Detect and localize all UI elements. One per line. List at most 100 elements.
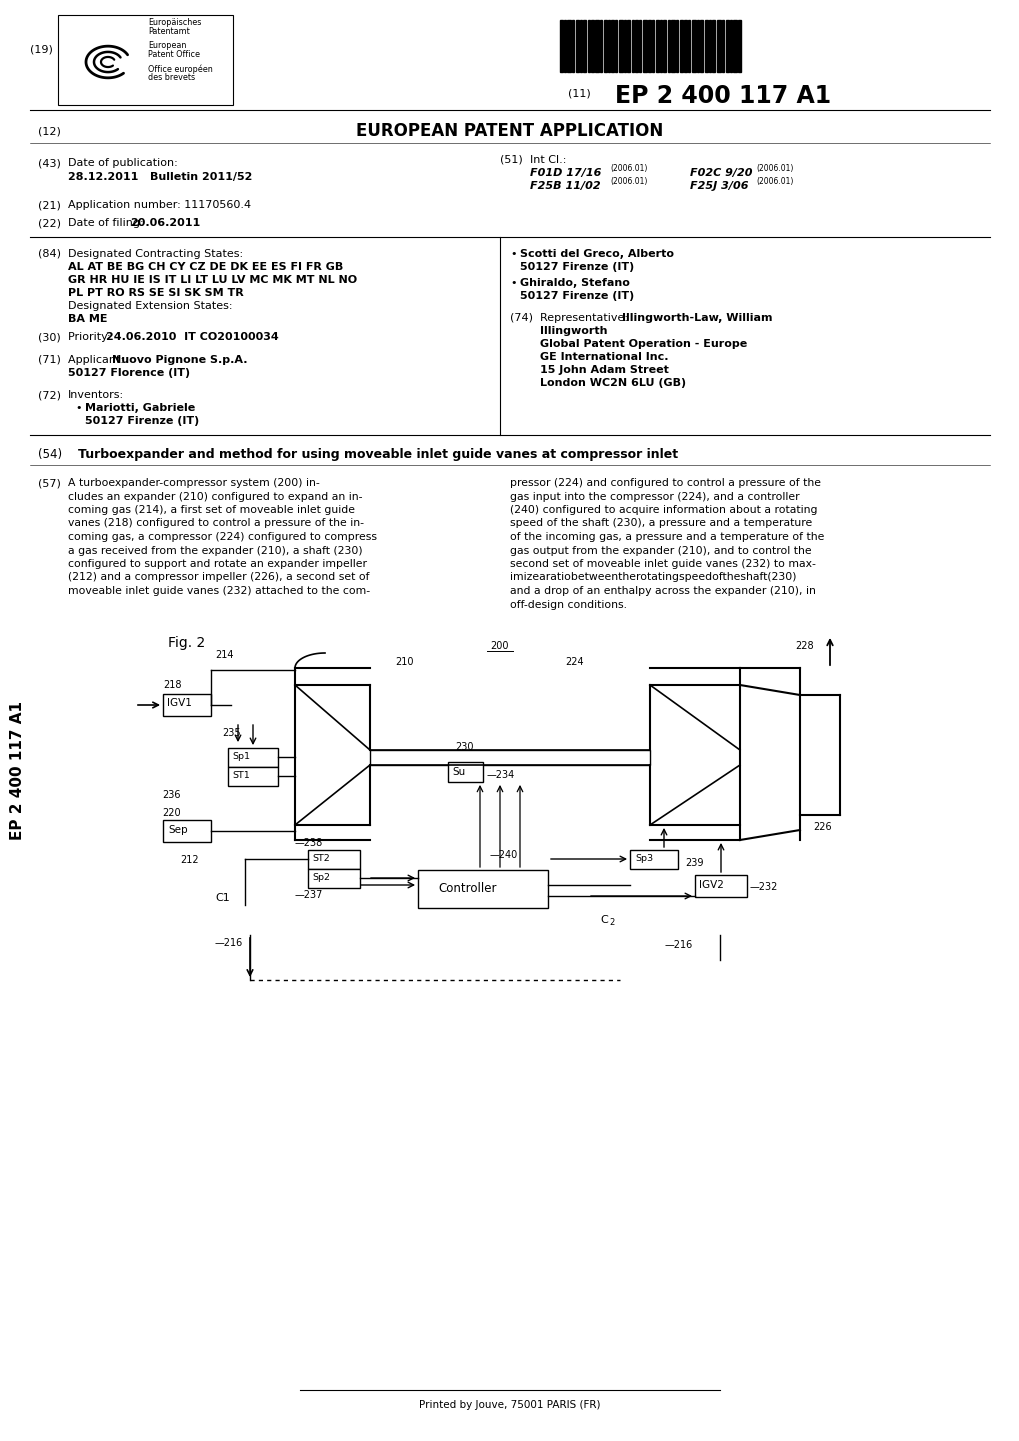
Text: (84): (84) bbox=[38, 249, 61, 259]
Text: ST2: ST2 bbox=[312, 855, 329, 863]
Text: Sp1: Sp1 bbox=[231, 752, 250, 761]
Text: Printed by Jouve, 75001 PARIS (FR): Printed by Jouve, 75001 PARIS (FR) bbox=[419, 1401, 600, 1409]
Text: C: C bbox=[599, 915, 607, 925]
Text: Inventors:: Inventors: bbox=[68, 391, 124, 401]
Bar bbox=[662, 20, 665, 72]
Text: 236: 236 bbox=[162, 790, 180, 800]
Text: (51): (51) bbox=[499, 156, 523, 166]
Text: gas input into the compressor (224), and a controller: gas input into the compressor (224), and… bbox=[510, 491, 799, 501]
Text: Su: Su bbox=[451, 767, 465, 777]
Bar bbox=[635, 20, 637, 72]
Text: PL PT RO RS SE SI SK SM TR: PL PT RO RS SE SI SK SM TR bbox=[68, 288, 244, 298]
Bar bbox=[228, 767, 278, 785]
Bar bbox=[619, 20, 623, 72]
Text: (71): (71) bbox=[38, 354, 61, 365]
Text: 50127 Firenze (IT): 50127 Firenze (IT) bbox=[85, 416, 199, 427]
Bar bbox=[610, 20, 613, 72]
Text: Turboexpander and method for using moveable inlet guide vanes at compressor inle: Turboexpander and method for using movea… bbox=[77, 448, 678, 461]
Text: Application number: 11170560.4: Application number: 11170560.4 bbox=[68, 200, 251, 210]
Text: (11): (11) bbox=[568, 88, 590, 98]
Text: Sp3: Sp3 bbox=[635, 855, 652, 863]
Bar bbox=[590, 20, 593, 72]
Text: moveable inlet guide vanes (232) attached to the com-: moveable inlet guide vanes (232) attache… bbox=[68, 586, 370, 597]
Text: cludes an expander (210) configured to expand an in-: cludes an expander (210) configured to e… bbox=[68, 491, 362, 501]
Bar bbox=[576, 20, 579, 72]
Text: F25J 3/06: F25J 3/06 bbox=[689, 182, 748, 192]
Bar bbox=[624, 20, 626, 72]
Text: Fig. 2: Fig. 2 bbox=[168, 635, 205, 650]
Text: 226: 226 bbox=[812, 821, 830, 831]
Text: Designated Extension States:: Designated Extension States: bbox=[68, 301, 232, 311]
Text: •: • bbox=[510, 278, 516, 288]
Text: Office européen: Office européen bbox=[148, 63, 213, 73]
Text: 224: 224 bbox=[565, 657, 583, 667]
Text: —237: —237 bbox=[294, 891, 323, 901]
Text: 24.06.2010  IT CO20100034: 24.06.2010 IT CO20100034 bbox=[106, 331, 278, 342]
Text: 220: 220 bbox=[162, 808, 180, 818]
Text: F01D 17/16: F01D 17/16 bbox=[530, 169, 601, 179]
Bar bbox=[58, 14, 232, 105]
Bar bbox=[711, 20, 714, 72]
Bar bbox=[163, 695, 211, 716]
Text: Sep: Sep bbox=[168, 826, 187, 834]
Bar bbox=[688, 20, 689, 72]
Text: 218: 218 bbox=[163, 680, 181, 690]
Bar bbox=[671, 20, 675, 72]
Bar bbox=[726, 20, 729, 72]
Text: Mariotti, Gabriele: Mariotti, Gabriele bbox=[85, 403, 195, 414]
Bar bbox=[716, 20, 720, 72]
Bar bbox=[632, 20, 634, 72]
Text: EP 2 400 117 A1: EP 2 400 117 A1 bbox=[614, 84, 830, 108]
Text: (19): (19) bbox=[30, 45, 53, 55]
Bar bbox=[694, 875, 746, 896]
Text: Int Cl.:: Int Cl.: bbox=[530, 156, 566, 166]
Text: (2006.01): (2006.01) bbox=[609, 164, 647, 173]
Bar bbox=[308, 850, 360, 869]
Bar bbox=[308, 869, 360, 888]
Text: (240) configured to acquire information about a rotating: (240) configured to acquire information … bbox=[510, 504, 816, 514]
Text: 214: 214 bbox=[215, 650, 233, 660]
Text: European: European bbox=[148, 40, 186, 50]
Text: 15 John Adam Street: 15 John Adam Street bbox=[539, 365, 668, 375]
Text: (21): (21) bbox=[38, 200, 61, 210]
Text: Date of publication:: Date of publication: bbox=[68, 159, 177, 169]
Text: configured to support and rotate an expander impeller: configured to support and rotate an expa… bbox=[68, 559, 367, 569]
Bar bbox=[630, 850, 678, 869]
Text: EP 2 400 117 A1: EP 2 400 117 A1 bbox=[10, 702, 25, 840]
Bar bbox=[447, 762, 483, 782]
Text: AL AT BE BG CH CY CZ DE DK EE ES FI FR GB: AL AT BE BG CH CY CZ DE DK EE ES FI FR G… bbox=[68, 262, 343, 272]
Bar bbox=[627, 20, 630, 72]
Text: 228: 228 bbox=[794, 641, 813, 651]
Text: A turboexpander-compressor system (200) in-: A turboexpander-compressor system (200) … bbox=[68, 478, 319, 488]
Text: (57): (57) bbox=[38, 478, 61, 488]
Text: coming gas, a compressor (224) configured to compress: coming gas, a compressor (224) configure… bbox=[68, 532, 377, 542]
Bar bbox=[594, 20, 598, 72]
Bar bbox=[730, 20, 732, 72]
Text: (2006.01): (2006.01) bbox=[609, 177, 647, 186]
Text: (212) and a compressor impeller (226), a second set of: (212) and a compressor impeller (226), a… bbox=[68, 572, 369, 582]
Text: Controller: Controller bbox=[437, 882, 496, 895]
Text: des brevets: des brevets bbox=[148, 73, 195, 82]
Text: 230: 230 bbox=[454, 742, 473, 752]
Text: speed of the shaft (230), a pressure and a temperature: speed of the shaft (230), a pressure and… bbox=[510, 519, 811, 529]
Text: —216: —216 bbox=[215, 938, 243, 948]
Text: —216: —216 bbox=[664, 940, 693, 950]
Text: Representative:: Representative: bbox=[539, 313, 631, 323]
Bar bbox=[580, 20, 582, 72]
Text: —240: —240 bbox=[489, 850, 518, 860]
Bar bbox=[651, 20, 653, 72]
Text: IGV1: IGV1 bbox=[167, 697, 192, 708]
Bar bbox=[587, 20, 589, 72]
Text: Applicant:: Applicant: bbox=[68, 354, 127, 365]
Text: vanes (218) configured to control a pressure of the in-: vanes (218) configured to control a pres… bbox=[68, 519, 364, 529]
Bar bbox=[655, 20, 658, 72]
Text: imizearatiobetweentherotatingspeedoftheshaft(230): imizearatiobetweentherotatingspeedofthes… bbox=[510, 572, 796, 582]
Bar bbox=[583, 20, 586, 72]
Bar bbox=[599, 20, 601, 72]
Text: a gas received from the expander (210), a shaft (230): a gas received from the expander (210), … bbox=[68, 546, 363, 555]
Text: Patentamt: Patentamt bbox=[148, 27, 190, 36]
Bar bbox=[684, 20, 687, 72]
Bar bbox=[642, 20, 646, 72]
Text: 210: 210 bbox=[394, 657, 413, 667]
Text: EUROPEAN PATENT APPLICATION: EUROPEAN PATENT APPLICATION bbox=[356, 122, 663, 140]
